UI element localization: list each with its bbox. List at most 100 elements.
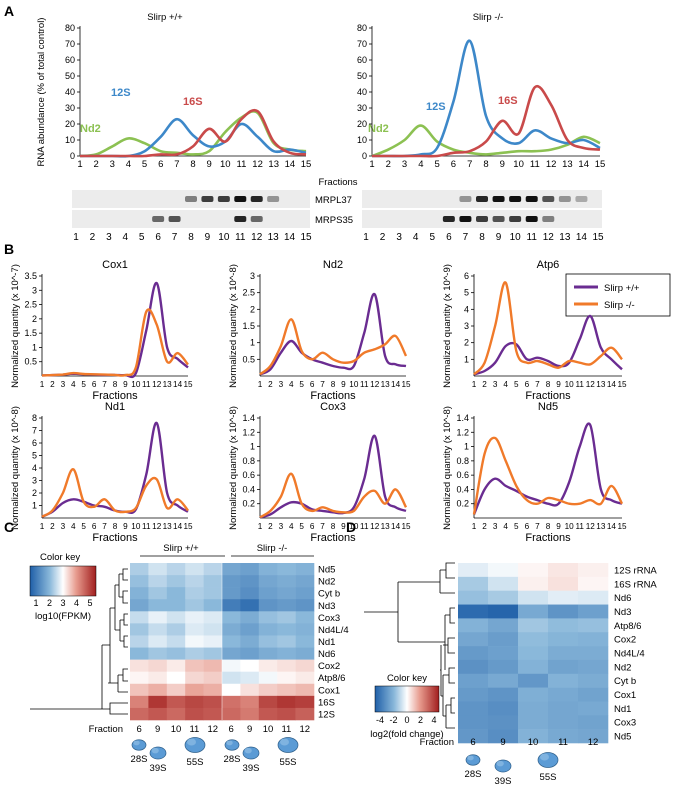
heatmap-cell [518, 563, 549, 578]
heatmap-cell [166, 587, 186, 600]
heatmap-cell [148, 575, 168, 588]
heatmap-cell [130, 587, 149, 600]
heatmap-cell [548, 687, 579, 702]
heatmap-cell [203, 671, 223, 685]
blot-band [542, 216, 555, 222]
x-tick-label: 14 [391, 522, 401, 531]
series-line-slirp- [473, 281, 623, 376]
series-line-slirp- [259, 472, 408, 519]
series-line-16s [371, 84, 601, 158]
heatmap-cell [295, 563, 315, 576]
heatmap-cell [295, 683, 315, 697]
heatmap-cell [203, 635, 223, 648]
x-tick-label: 5 [299, 522, 304, 531]
y-tick-label: 70 [65, 39, 75, 49]
x-tick-label: 11 [360, 522, 369, 531]
y-tick-label: 0.5 [24, 357, 37, 367]
x-tick-label: 8 [546, 522, 551, 531]
blot-band [459, 196, 472, 202]
heatmap-cell [258, 635, 278, 648]
y-tick-label: 0 [70, 151, 75, 161]
x-tick-label: 2 [268, 380, 273, 389]
heatmap-cell [548, 646, 579, 661]
heatmap-cell [166, 599, 186, 612]
heatmap-cell [148, 563, 168, 576]
heatmap-cell [130, 563, 149, 576]
d-dendrogram [364, 562, 455, 729]
heatmap-row-label: Nd5 [614, 732, 631, 743]
heatmap-cell [130, 623, 149, 636]
heatmap-row-label: Cox3 [614, 718, 636, 729]
chart-a2-title: Slirp -/- [473, 12, 504, 23]
blot-band [476, 196, 488, 202]
y-tick-label: 6 [464, 271, 469, 281]
x-tick-label: 13 [381, 380, 391, 389]
c-key-tick: 1 [33, 598, 38, 608]
ribosome-highlight [540, 753, 549, 761]
ribosome-label: 28S [224, 754, 241, 765]
heatmap-cell [185, 623, 204, 636]
heatmap-cell [458, 715, 489, 730]
heatmap-cell [130, 659, 149, 672]
x-axis-label: Fractions [92, 532, 138, 544]
heatmap-cell [240, 575, 260, 588]
heatmap-cell [185, 683, 204, 697]
blot-fraction-tick: 15 [592, 232, 604, 243]
heatmap-cell [295, 695, 315, 709]
x-tick-label: 13 [562, 159, 573, 170]
heatmap-cell [578, 604, 609, 619]
heatmap-cell [488, 701, 519, 716]
heatmap-cell [277, 599, 296, 612]
c-fraction-tick: 9 [247, 724, 252, 735]
blot-fraction-tick: 13 [559, 232, 571, 243]
x-tick-label: 10 [349, 380, 359, 389]
x-tick-label: 15 [301, 159, 312, 170]
heatmap-cell [166, 659, 186, 672]
heatmap-cell [166, 563, 186, 576]
heatmap-cell [222, 635, 241, 648]
d-fraction-tick: 12 [588, 737, 599, 748]
heatmap-cell [295, 599, 315, 612]
heatmap-cell [203, 707, 223, 721]
blot-fraction-tick: 6 [155, 232, 161, 243]
y-tick-label: 2.5 [24, 300, 37, 310]
panel-letter-c: C [4, 519, 14, 535]
legend-label-ko: Slirp -/- [604, 300, 635, 311]
d-key-title: Color key [387, 673, 427, 684]
y-tick-label: 3 [32, 285, 37, 295]
heatmap-cell [130, 575, 149, 588]
c-group-wt: Slirp +/+ [163, 543, 199, 554]
y-tick-label: 1.4 [456, 413, 469, 423]
heatmap-cell [185, 563, 204, 576]
blot-label-mrpl37: MRPL37 [315, 195, 352, 206]
heatmap-cell [222, 659, 241, 672]
heatmap-cell [258, 611, 278, 624]
blot-band [201, 196, 214, 202]
chart-a2-12s-label: 12S [426, 101, 446, 113]
y-tick-label: 3 [250, 271, 255, 281]
x-tick-label: 9 [123, 380, 128, 389]
x-tick-label: 15 [401, 522, 411, 531]
y-tick-label: 30 [357, 103, 367, 113]
heatmap-row-label: 16S [318, 697, 335, 708]
heatmap-cell [488, 687, 519, 702]
heatmap-cell [203, 611, 223, 624]
x-tick-label: 15 [401, 380, 411, 389]
x-axis-label: Fractions [310, 532, 356, 544]
c-key-tick: 3 [60, 598, 65, 608]
x-tick-label: 12 [370, 380, 380, 389]
x-tick-label: 2 [50, 380, 55, 389]
heatmap-cell [277, 707, 296, 721]
c-key-tick: 2 [47, 598, 52, 608]
heatmap-cell [148, 671, 168, 685]
heatmap-cell [222, 623, 241, 636]
blot-fraction-tick: 1 [363, 232, 369, 243]
y-tick-label: 5 [464, 288, 469, 298]
x-tick-label: 13 [268, 159, 279, 170]
heatmap-cell [258, 647, 278, 660]
ribosome-label: 55S [187, 757, 204, 768]
y-tick-label: 6 [32, 438, 37, 448]
